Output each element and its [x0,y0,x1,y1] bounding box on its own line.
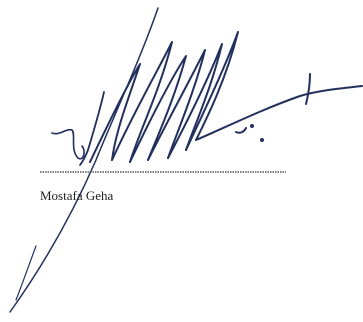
signature-drawing [0,0,363,322]
signer-name: Mostafa Geha [40,188,113,204]
signature-strokes [10,8,362,312]
page: Mostafa Geha (() => { const data = JSON.… [0,0,363,322]
